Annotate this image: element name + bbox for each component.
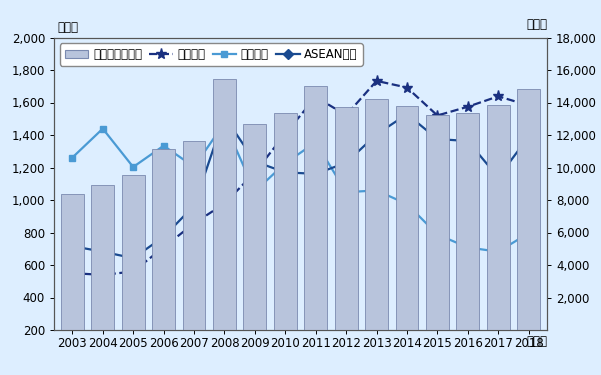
米国向け: [525, 103, 532, 108]
米国向け: [312, 95, 319, 99]
米国向け: [130, 269, 137, 274]
中国向け: [99, 126, 106, 131]
米国向け: [69, 271, 76, 275]
ASEAN向け: [495, 175, 502, 180]
ASEAN向け: [99, 249, 106, 254]
米国向け: [251, 170, 258, 175]
米国向け: [464, 105, 471, 109]
中国向け: [69, 155, 76, 160]
米国向け: [343, 113, 350, 117]
米国向け: [495, 94, 502, 99]
Bar: [183, 141, 206, 330]
中国向け: [160, 144, 167, 148]
米国向け: [373, 79, 380, 83]
中国向け: [221, 121, 228, 125]
Line: 米国向け: 米国向け: [67, 75, 534, 280]
Legend: 世界計（右軸）, 米国向け, 中国向け, ASEAN向け: 世界計（右軸）, 米国向け, 中国向け, ASEAN向け: [60, 44, 362, 66]
ASEAN向け: [191, 203, 198, 208]
Bar: [61, 194, 84, 330]
Bar: [274, 113, 297, 330]
ASEAN向け: [343, 160, 350, 165]
Bar: [304, 87, 327, 330]
ASEAN向け: [251, 159, 258, 164]
中国向け: [403, 202, 410, 206]
米国向け: [191, 221, 198, 226]
中国向け: [434, 232, 441, 237]
米国向け: [221, 201, 228, 206]
米国向け: [99, 273, 106, 277]
ASEAN向け: [160, 235, 167, 239]
ASEAN向け: [130, 256, 137, 260]
Bar: [517, 89, 540, 330]
ASEAN向け: [221, 114, 228, 119]
ASEAN向け: [69, 244, 76, 248]
Bar: [91, 184, 114, 330]
Bar: [335, 107, 358, 330]
中国向け: [251, 189, 258, 194]
ASEAN向け: [373, 132, 380, 136]
Bar: [122, 176, 145, 330]
ASEAN向け: [525, 134, 532, 139]
Bar: [487, 105, 510, 330]
中国向け: [282, 161, 289, 165]
Text: （件）: （件）: [57, 21, 78, 34]
ASEAN向け: [282, 170, 289, 175]
Line: ASEAN向け: ASEAN向け: [69, 111, 532, 262]
中国向け: [343, 190, 350, 195]
米国向け: [282, 132, 289, 136]
米国向け: [403, 85, 410, 90]
Text: （件）: （件）: [526, 18, 547, 31]
中国向け: [191, 165, 198, 169]
中国向け: [130, 165, 137, 169]
中国向け: [525, 231, 532, 236]
中国向け: [495, 249, 502, 254]
Bar: [395, 106, 418, 330]
米国向け: [434, 113, 441, 118]
中国向け: [373, 188, 380, 193]
Bar: [456, 113, 479, 330]
ASEAN向け: [434, 137, 441, 141]
中国向け: [312, 140, 319, 145]
Bar: [426, 114, 449, 330]
中国向け: [464, 245, 471, 250]
Line: 中国向け: 中国向け: [69, 120, 532, 255]
Text: （年）: （年）: [526, 335, 547, 348]
ASEAN向け: [403, 112, 410, 117]
Bar: [213, 80, 236, 330]
Bar: [243, 124, 266, 330]
Bar: [365, 99, 388, 330]
米国向け: [160, 245, 167, 249]
ASEAN向け: [464, 139, 471, 143]
ASEAN向け: [312, 172, 319, 176]
Bar: [152, 148, 175, 330]
